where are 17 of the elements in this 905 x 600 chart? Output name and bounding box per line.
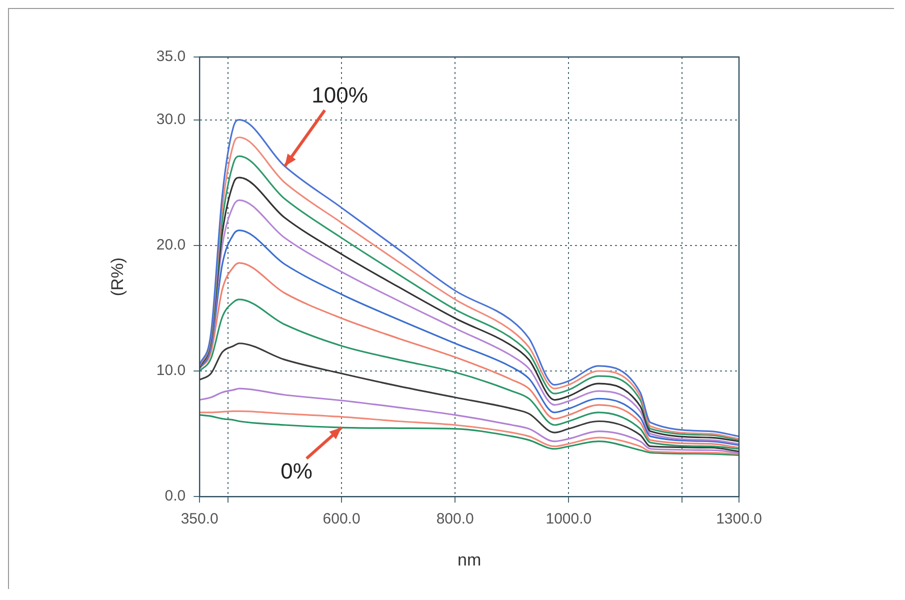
annotation: 100% (312, 82, 368, 108)
line-series (200, 298, 739, 450)
x-tick-label: 1300.0 (716, 510, 762, 528)
y-tick-label: 30.0 (156, 110, 186, 128)
x-tick-label: 800.0 (436, 510, 474, 528)
x-tick-label: 1000.0 (546, 510, 592, 528)
x-axis-title: nm (457, 550, 482, 570)
x-tick-label: 350.0 (180, 510, 218, 528)
y-tick-label: 35.0 (156, 48, 186, 66)
y-tick-label: 0.0 (164, 488, 186, 505)
line-series (200, 388, 739, 454)
y-tick-label: 20.0 (156, 236, 186, 254)
y-tick-label: 10.0 (156, 362, 186, 380)
annotation: 0% (280, 458, 312, 484)
y-axis-title: (R%) (108, 257, 127, 296)
x-tick-label: 600.0 (322, 510, 360, 528)
line-series (200, 342, 739, 452)
